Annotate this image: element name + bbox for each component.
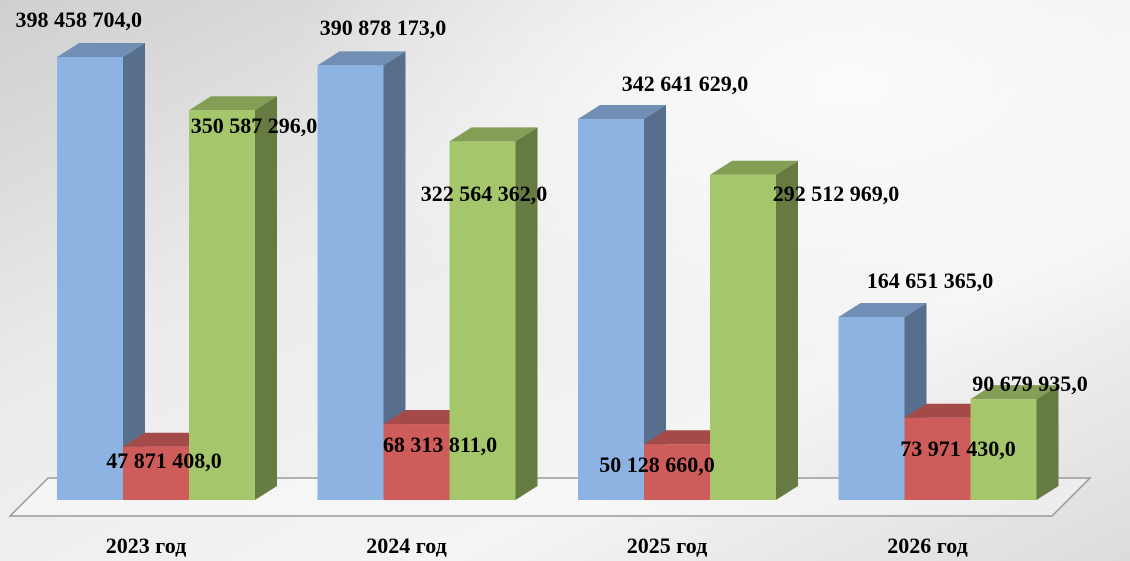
value-label: 68 313 811,0 (383, 432, 497, 457)
value-label: 398 458 704,0 (16, 7, 143, 32)
bar (57, 43, 145, 500)
value-label: 390 878 173,0 (320, 15, 447, 40)
bar-front (578, 119, 644, 500)
bar (189, 96, 277, 500)
bar-front (839, 317, 905, 500)
value-label: 73 971 430,0 (900, 436, 1016, 461)
value-label: 90 679 935,0 (972, 371, 1088, 396)
value-label: 50 128 660,0 (599, 452, 715, 477)
x-tick-label: 2025 год (627, 533, 707, 558)
value-label: 292 512 969,0 (773, 181, 900, 206)
x-tick-label: 2024 год (366, 533, 446, 558)
bar-side (776, 161, 798, 500)
bar-front (318, 65, 384, 500)
value-label: 47 871 408,0 (106, 448, 222, 473)
bar-side (1037, 385, 1059, 500)
value-label: 164 651 365,0 (867, 268, 994, 293)
bar-front (57, 57, 123, 500)
x-tick-label: 2023 год (106, 533, 186, 558)
bar (710, 161, 798, 500)
chart: 2023 год 2024 год 2025 год 2026 год 398 458 … (0, 0, 1130, 561)
value-label: 350 587 296,0 (191, 113, 318, 138)
value-label: 342 641 629,0 (622, 71, 749, 96)
value-label: 322 564 362,0 (421, 181, 548, 206)
x-tick-label: 2026 год (887, 533, 967, 558)
bar-side (123, 43, 145, 500)
page: {"chart_data": {"type": "bar3d", "catego… (0, 0, 1130, 561)
bar-side (255, 96, 277, 500)
bar-front (710, 175, 776, 500)
bar-front (189, 110, 255, 500)
